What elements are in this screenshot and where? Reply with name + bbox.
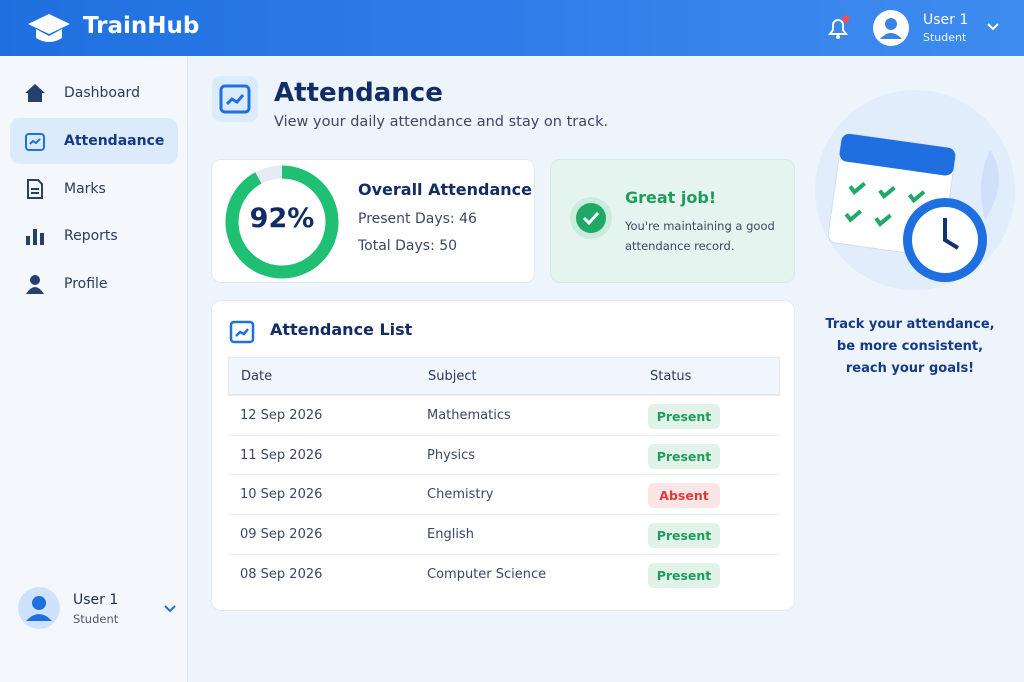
summary-card: 92% Overall Attendance Present Days: 46 … [211,159,535,283]
avatar [18,587,60,629]
date: 11 Sep 2026 [240,447,323,463]
table-icon [229,320,255,344]
nav-label: Dashboard [64,85,140,101]
promo-line: Track your attendance, [825,317,995,332]
date: 12 Sep 2026 [240,408,323,423]
menu-toggle[interactable] [986,22,1000,32]
column-header: Status [650,369,692,384]
promo-line: be more consistent, [836,339,984,354]
message-title: Great job! [625,188,717,207]
logo [28,14,70,42]
table-row: 08 Sep 2026 Computer Science Present [228,553,780,594]
message-card: Great job! You're maintaining a good att… [550,159,795,283]
summary-title: Overall Attendance [358,180,533,199]
nav-label: Reports [64,228,118,244]
nav-item[interactable]: Reports [10,213,178,259]
page-subtitle: View your daily attendance and stay on t… [274,114,609,130]
icon [25,84,45,102]
notifications[interactable] [824,14,852,42]
subject: Mathematics [427,408,511,423]
table-card: Attendance List Date Subject Status 12 S… [211,300,795,611]
ring-progress [225,165,339,279]
ring [225,165,339,279]
nav-label: Attendaance [64,133,165,149]
message-text: You're maintaining a good attendance rec… [625,219,775,253]
illustration [815,90,1015,290]
subject: Chemistry [427,487,494,503]
table-title: Attendance List [270,320,413,339]
header: TrainHub User 1 Student [0,0,1024,56]
subject: English [427,527,474,543]
nav-item[interactable]: Dashboard [10,70,178,116]
date: 09 Sep 2026 [240,527,323,543]
total-days: Total Days: 50 [358,238,458,254]
sidebar: Dashboard Attendaance Marks Reports Prof… [0,56,188,682]
icon [26,275,44,294]
table-row: 09 Sep 2026 English Present [228,514,780,554]
column-header: Date [241,369,273,384]
page-icon [212,76,258,122]
user-role: Student [73,612,119,626]
menu-toggle[interactable] [163,604,177,614]
table-header: Date Subject Status [228,357,780,395]
subject: Physics [427,447,476,463]
page-title: Attendance [274,78,443,108]
status-badge: Present [648,523,720,549]
date: 08 Sep 2026 [240,566,323,582]
status-badge: Absent [648,483,720,509]
date: 10 Sep 2026 [240,487,323,503]
user-name: User 1 [73,592,119,608]
status-badge: Present [648,562,720,588]
icon [27,179,43,199]
brand: TrainHub [83,13,200,39]
icon [25,133,45,151]
nav-item[interactable]: Marks [10,166,178,212]
avatar[interactable] [873,10,909,46]
percent-label: 92% [249,203,315,234]
icon [26,229,44,245]
promo-text: Track your attendance, be more consistent… [810,314,1010,380]
promo-line: reach your goals! [845,361,975,376]
status-badge: Present [648,404,720,429]
user-name: User 1 [923,12,969,28]
nav-label: Marks [64,181,106,197]
column-header: Subject [428,369,477,384]
present-days: Present Days: 46 [358,211,477,227]
status-badge: Present [648,443,720,469]
nav-item[interactable]: Profile [10,261,178,307]
table-row: 10 Sep 2026 Chemistry Absent [228,474,780,514]
subject: Computer Science [427,566,547,582]
table-row: 11 Sep 2026 Physics Present [228,434,780,475]
table-row: 12 Sep 2026 Mathematics Present [228,395,780,435]
nav-label: Profile [64,276,108,292]
nav-item-active[interactable]: Attendaance [10,118,178,164]
check-icon [570,197,612,239]
user-role: Student [923,31,967,44]
